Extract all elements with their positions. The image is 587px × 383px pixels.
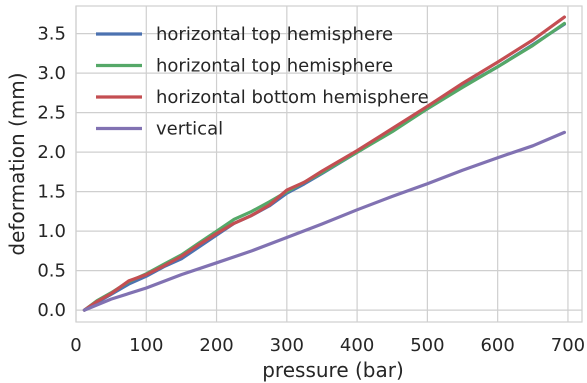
legend: horizontal top hemisphere horizontal top …: [96, 24, 429, 140]
legend-label-3: vertical: [156, 119, 223, 140]
y-tick-label: 1.5: [37, 182, 66, 203]
y-tick-label: 1.0: [37, 221, 66, 242]
x-tick-label: 0: [70, 335, 81, 356]
legend-label-0: horizontal top hemisphere: [156, 24, 393, 45]
x-tick-labels: 0 100 200 300 400 500 600 700: [70, 335, 585, 356]
x-tick-label: 700: [551, 335, 585, 356]
y-tick-label: 2.5: [37, 103, 66, 124]
legend-label-2: horizontal bottom hemisphere: [156, 87, 429, 108]
plot-frame: [75, 5, 583, 323]
y-tick-labels: 0.0 0.5 1.0 1.5 2.0 2.5 3.0 3.5: [37, 24, 66, 321]
series-line-2: [82, 15, 567, 312]
x-tick-label: 300: [270, 335, 304, 356]
x-tick-label: 600: [480, 335, 514, 356]
y-tick-label: 3.5: [37, 24, 66, 45]
x-tick-label: 200: [199, 335, 233, 356]
legend-label-1: horizontal top hemisphere: [156, 56, 393, 77]
x-tick-label: 500: [410, 335, 444, 356]
grid-lines: [75, 6, 582, 322]
y-tick-label: 0.0: [37, 300, 66, 321]
x-tick-label: 400: [340, 335, 374, 356]
y-tick-label: 0.5: [37, 261, 66, 282]
series-line-3: [82, 130, 567, 312]
y-tick-label: 3.0: [37, 63, 66, 84]
y-tick-label: 2.0: [37, 142, 66, 163]
x-tick-label: 100: [129, 335, 163, 356]
x-axis-label: pressure (bar): [262, 358, 404, 382]
y-axis-label: deformation (mm): [5, 72, 29, 255]
series-lines: [82, 15, 567, 312]
